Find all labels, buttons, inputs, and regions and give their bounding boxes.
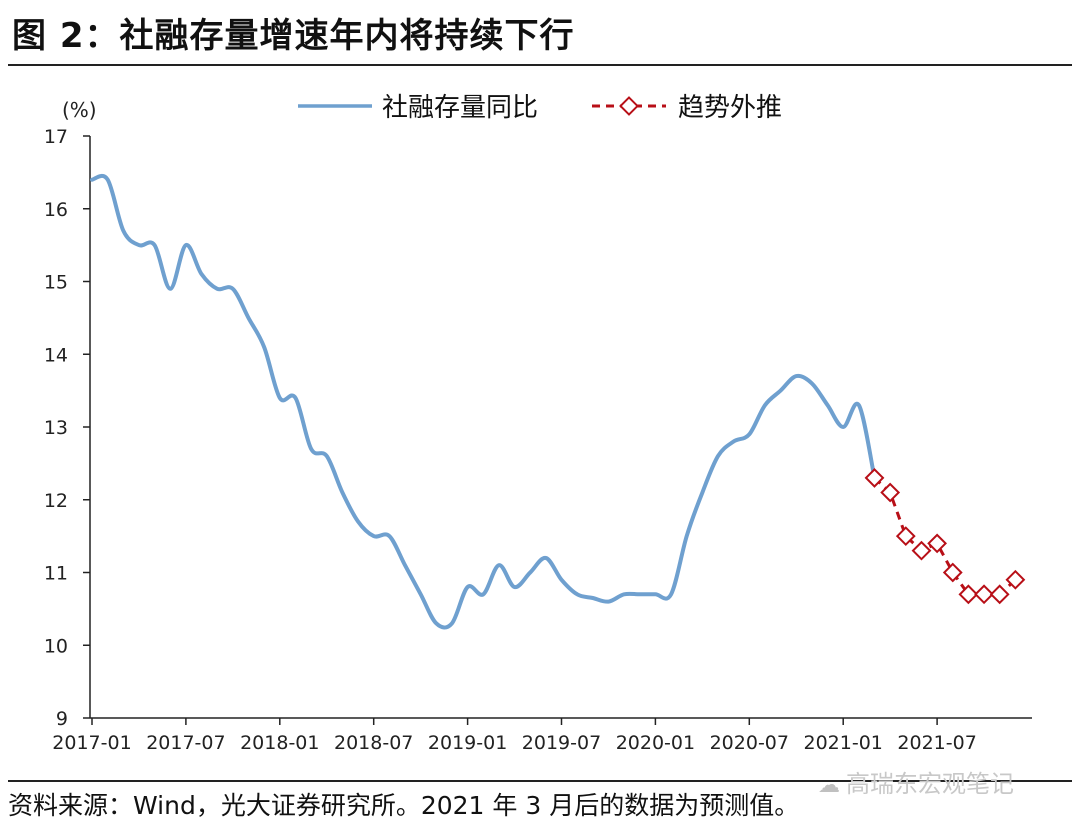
legend-marker-forecast	[619, 96, 639, 116]
forecast-point-marker	[911, 540, 932, 561]
x-tick-label: 2020-01	[616, 732, 695, 754]
forecast-point-marker	[958, 584, 979, 605]
forecast-point-marker	[1005, 569, 1026, 590]
y-tick-label: 14	[44, 344, 68, 366]
y-tick-label: 10	[44, 635, 68, 657]
x-tick-label: 2018-01	[240, 732, 319, 754]
x-tick-label: 2021-01	[804, 732, 883, 754]
y-tick-label: 11	[44, 563, 68, 585]
x-tick-label: 2017-01	[52, 732, 131, 754]
series-actual	[90, 173, 877, 630]
y-tick-label: 17	[44, 126, 68, 148]
legend: 社融存量同比 趋势外推	[298, 93, 782, 123]
source-divider	[8, 780, 1072, 782]
forecast-point-marker	[880, 482, 901, 503]
watermark: ☁ 高瑞东宏观笔记	[818, 764, 1014, 799]
x-axis-ticks: 2017-01 2017-07 2018-01 2018-07 2019-01 2019-…	[52, 718, 977, 754]
forecast-point-marker	[927, 533, 947, 554]
series-actual-line	[90, 173, 877, 630]
forecast-point-marker	[974, 584, 994, 605]
title-divider	[8, 64, 1072, 66]
x-tick-label: 2017-07	[146, 732, 225, 754]
y-axis-ticks: 9 10 11 12 13 14 15 16 17	[44, 126, 90, 730]
y-axis-unit: (%)	[62, 98, 97, 122]
wechat-icon: ☁	[818, 773, 840, 798]
legend-label-forecast: 趋势外推	[678, 93, 782, 123]
line-chart: 社融存量同比 趋势外推 (%) 9 10 11 12 13 14 15 16 17 2017-0…	[44, 93, 1032, 754]
x-tick-label: 2021-07	[897, 732, 976, 754]
forecast-point-marker	[942, 562, 963, 583]
y-tick-label: 13	[44, 417, 68, 439]
x-tick-label: 2019-01	[428, 732, 507, 754]
source-note: 资料来源：Wind，光大证券研究所。2021 年 3 月后的数据为预测值。	[8, 791, 800, 820]
x-tick-label: 2018-07	[334, 732, 413, 754]
forecast-point-marker	[989, 584, 1010, 605]
watermark-text: 高瑞东宏观笔记	[846, 770, 1014, 798]
forecast-point-marker	[864, 468, 885, 488]
x-tick-label: 2019-07	[522, 732, 601, 754]
chart-title: 图 2：社融存量增速年内将持续下行	[12, 16, 575, 56]
y-tick-label: 15	[44, 272, 68, 294]
y-tick-label: 9	[56, 708, 68, 730]
forecast-point-marker	[895, 526, 916, 547]
x-tick-label: 2020-07	[710, 732, 789, 754]
y-tick-label: 16	[44, 199, 68, 221]
series-forecast	[864, 468, 1026, 605]
legend-label-actual: 社融存量同比	[382, 93, 538, 123]
y-tick-label: 12	[44, 490, 68, 512]
